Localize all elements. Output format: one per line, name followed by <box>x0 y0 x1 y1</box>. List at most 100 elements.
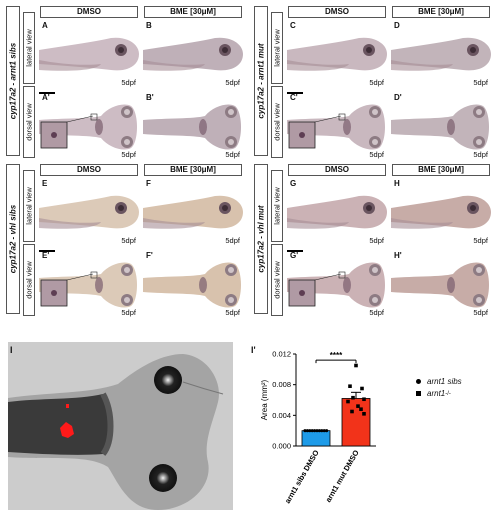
y-tick-label: 0.012 <box>272 350 291 359</box>
data-point <box>359 407 363 411</box>
panel-i-label: I <box>10 345 13 355</box>
chart-legend: arnt1 sibs arnt1 -/- <box>416 377 462 401</box>
data-point <box>303 429 307 433</box>
dorsal-view-label: dorsal view <box>271 86 283 158</box>
bar-chart: 0.000 0.004 0.008 0.012 Area (mm²) **** arnt1 … <box>260 350 376 505</box>
data-point <box>315 429 319 433</box>
panel-label: G <box>290 179 297 188</box>
square-marker-icon <box>416 391 421 396</box>
x-tick-label: arnt1 mut DMSO <box>324 448 361 504</box>
data-point <box>322 429 326 433</box>
scale-bar <box>287 250 303 252</box>
panel-label: F <box>146 179 151 188</box>
larva-image: H 5dpf <box>391 178 491 248</box>
larva-image: B' 5dpf <box>143 92 243 162</box>
legend-entry-sibs: arnt1 sibs <box>416 377 462 386</box>
panel-label: H' <box>394 251 402 260</box>
panel-label: G' <box>290 251 299 260</box>
y-tick-label: 0.004 <box>272 411 291 420</box>
lateral-view-label: lateral view <box>271 170 283 242</box>
panel-ip-label: I' <box>251 345 256 355</box>
panel-label: H <box>394 179 400 188</box>
panel-label: D <box>394 21 400 30</box>
larva-image: C 5dpf <box>287 20 387 90</box>
lateral-view-label: lateral view <box>23 170 35 242</box>
y-axis-label: Area (mm²) <box>260 379 269 420</box>
larva-image: D' 5dpf <box>391 92 491 162</box>
dorsal-view-label: dorsal view <box>23 244 35 316</box>
stage-label: 5dpf <box>369 150 384 159</box>
column-header-bme: BME [30μM] <box>392 6 490 18</box>
panel-i-image <box>8 342 233 510</box>
highlight-region <box>60 422 74 438</box>
larva-image: C' 5dpf <box>287 92 387 162</box>
dorsal-view-label: dorsal view <box>271 244 283 316</box>
stage-label: 5dpf <box>473 150 488 159</box>
data-point <box>356 404 360 408</box>
data-point <box>308 429 312 433</box>
larva-image: F 5dpf <box>143 178 243 248</box>
bar <box>301 430 331 447</box>
stage-label: 5dpf <box>121 78 136 87</box>
stage-label: 5dpf <box>473 236 488 245</box>
stage-label: 5dpf <box>225 236 240 245</box>
panel-label: A <box>42 21 48 30</box>
data-point <box>305 429 309 433</box>
column-header-bme: BME [30μM] <box>144 6 242 18</box>
scale-bar <box>39 250 55 252</box>
figure-quadrant: cyp17a2 - vhl sibs lateral view dorsal vie… <box>6 164 246 322</box>
scale-bar <box>39 92 55 94</box>
data-point <box>362 397 366 402</box>
data-point <box>350 409 354 414</box>
data-point <box>310 429 314 433</box>
stage-label: 5dpf <box>121 308 136 317</box>
stage-label: 5dpf <box>473 308 488 317</box>
column-header-dmso: DMSO <box>40 6 138 18</box>
stage-label: 5dpf <box>225 308 240 317</box>
y-tick-label: 0.008 <box>272 380 291 389</box>
bar <box>341 398 371 447</box>
lateral-view-label: lateral view <box>271 12 283 84</box>
column-header-bme: BME [30μM] <box>392 164 490 176</box>
panel-label: A' <box>42 93 50 102</box>
stage-label: 5dpf <box>225 150 240 159</box>
stage-label: 5dpf <box>369 78 384 87</box>
stage-label: 5dpf <box>225 78 240 87</box>
stage-label: 5dpf <box>121 150 136 159</box>
panel-label: B <box>146 21 152 30</box>
larva-image: B 5dpf <box>143 20 243 90</box>
larva-image: E 5dpf <box>39 178 139 248</box>
column-header-bme: BME [30μM] <box>144 164 242 176</box>
figure-quadrant: cyp17a2 - vhl mut lateral view dorsal view… <box>254 164 494 322</box>
circle-marker-icon <box>416 379 421 384</box>
figure-quadrant: cyp17a2 - arnt1 sibs lateral view dorsal v… <box>6 6 246 164</box>
data-point <box>354 363 358 368</box>
data-point <box>320 429 324 433</box>
y-tick-label: 0.000 <box>272 442 291 451</box>
significance-label: **** <box>330 351 343 360</box>
genotype-label: cyp17a2 - arnt1 mut <box>254 6 268 156</box>
data-point <box>360 386 364 391</box>
panel-label: C' <box>290 93 298 102</box>
x-tick-label: arnt1 sibs DMSO <box>283 448 321 505</box>
data-point <box>317 429 321 433</box>
data-point <box>313 429 317 433</box>
panel-label: E' <box>42 251 50 260</box>
genotype-label: cyp17a2 - arnt1 sibs <box>6 6 20 156</box>
stage-label: 5dpf <box>369 308 384 317</box>
data-point <box>362 412 366 416</box>
panel-label: F' <box>146 251 153 260</box>
data-point <box>348 384 352 388</box>
panel-label: C <box>290 21 296 30</box>
larva-image: F' 5dpf <box>143 250 243 320</box>
larva-image: A' 5dpf <box>39 92 139 162</box>
larva-image: G 5dpf <box>287 178 387 248</box>
genotype-label: cyp17a2 - vhl mut <box>254 164 268 314</box>
larva-image: A 5dpf <box>39 20 139 90</box>
panel-label: B' <box>146 93 154 102</box>
larva-image: E' 5dpf <box>39 250 139 320</box>
stage-label: 5dpf <box>473 78 488 87</box>
genotype-label: cyp17a2 - vhl sibs <box>6 164 20 314</box>
larva-image: G' 5dpf <box>287 250 387 320</box>
data-point <box>325 429 329 433</box>
